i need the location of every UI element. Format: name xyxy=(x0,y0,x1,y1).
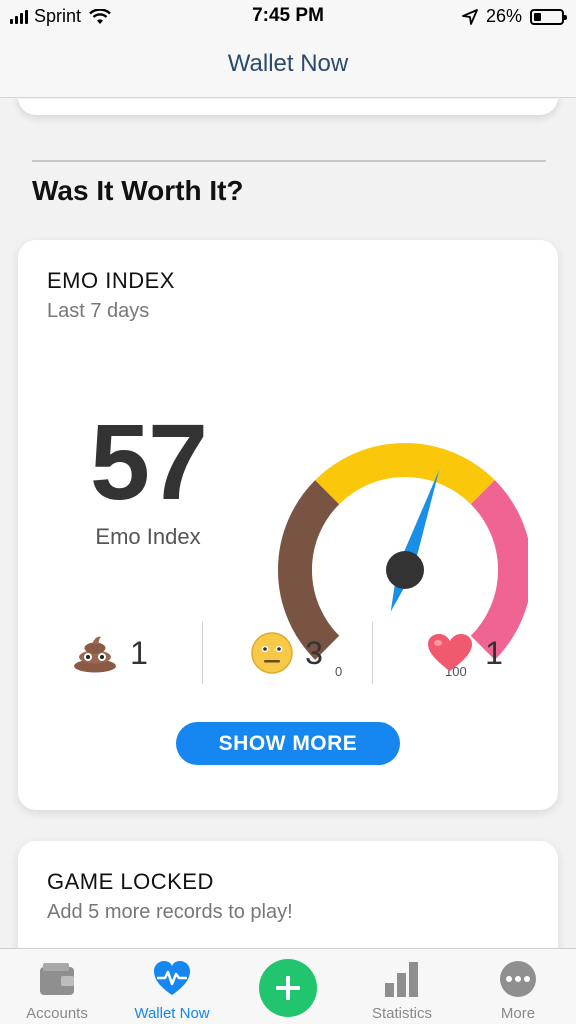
poop-icon xyxy=(74,636,117,673)
scroll-content[interactable]: Was It Worth It? EMO INDEX Last 7 days 5… xyxy=(0,99,576,948)
signal-icon xyxy=(10,9,28,24)
gauge-hub xyxy=(386,551,424,589)
emo-card-subtitle: Last 7 days xyxy=(47,300,150,322)
previous-card xyxy=(18,99,558,115)
gauge-arc-high xyxy=(470,480,528,660)
gauge-needle xyxy=(390,469,440,612)
count-item-poop: 1 xyxy=(18,618,202,688)
count-item-heart: 1 xyxy=(372,618,558,688)
status-time: 7:45 PM xyxy=(252,5,324,26)
tab-more[interactable]: More xyxy=(463,949,573,1024)
tab-bar: Accounts Wallet Now Statistics More xyxy=(0,948,576,1024)
gauge-arc-mid xyxy=(315,442,495,505)
game-card-subtitle: Add 5 more records to play! xyxy=(47,901,293,923)
nav-title: Wallet Now xyxy=(227,50,349,77)
emo-gauge: 0 100 xyxy=(277,442,528,679)
bar-chart-icon xyxy=(385,962,418,997)
status-right: 26% xyxy=(462,6,567,27)
battery-icon xyxy=(530,8,567,25)
emo-index-label: Emo Index xyxy=(95,524,201,549)
tab-accounts-label: Accounts xyxy=(26,1005,88,1022)
plus-icon xyxy=(276,976,300,1000)
tab-statistics[interactable]: Statistics xyxy=(347,949,457,1024)
count-item-neutral: 3 xyxy=(202,618,372,688)
count-separator xyxy=(372,622,373,684)
tab-statistics-label: Statistics xyxy=(371,1005,432,1022)
poop-count: 1 xyxy=(130,634,148,671)
game-locked-card[interactable]: GAME LOCKED Add 5 more records to play! xyxy=(18,841,558,948)
tab-accounts[interactable]: Accounts xyxy=(2,949,112,1024)
wallet-icon xyxy=(40,963,74,995)
emo-card-title: EMO INDEX xyxy=(47,268,175,293)
heart-pulse-icon xyxy=(154,961,190,995)
heart-icon xyxy=(428,634,473,671)
section-title: Was It Worth It? xyxy=(32,175,244,206)
gauge-arc-low xyxy=(277,480,340,660)
wifi-icon xyxy=(89,8,111,24)
tab-wallet-now[interactable]: Wallet Now xyxy=(117,949,227,1024)
add-record-button[interactable] xyxy=(259,959,317,1017)
more-icon xyxy=(500,961,536,997)
emotion-counts: 1 3 1 xyxy=(18,618,558,688)
tab-wallet-now-label: Wallet Now xyxy=(134,1005,210,1022)
section-divider xyxy=(32,160,546,162)
tab-more-label: More xyxy=(500,1005,536,1022)
gauge-min-label: 0 xyxy=(335,664,342,679)
carrier-name: Sprint xyxy=(34,6,82,26)
status-left: Sprint xyxy=(10,6,111,27)
location-arrow-icon xyxy=(462,8,478,25)
neutral-count: 3 xyxy=(305,634,323,671)
neutral-face-icon xyxy=(251,632,293,674)
emo-index-card: EMO INDEX Last 7 days 57 Emo Index 0 100 xyxy=(18,240,558,810)
heart-count: 1 xyxy=(485,634,503,671)
count-separator xyxy=(202,622,203,684)
battery-level xyxy=(534,12,541,21)
status-bar: Sprint 7:45 PM 26% xyxy=(0,0,576,34)
emo-index-value: 57 xyxy=(89,401,208,522)
battery-percent: 26% xyxy=(485,6,522,26)
game-card-title: GAME LOCKED xyxy=(47,869,214,894)
show-more-button[interactable]: SHOW MORE xyxy=(176,722,400,765)
nav-bar: Wallet Now xyxy=(0,34,576,98)
